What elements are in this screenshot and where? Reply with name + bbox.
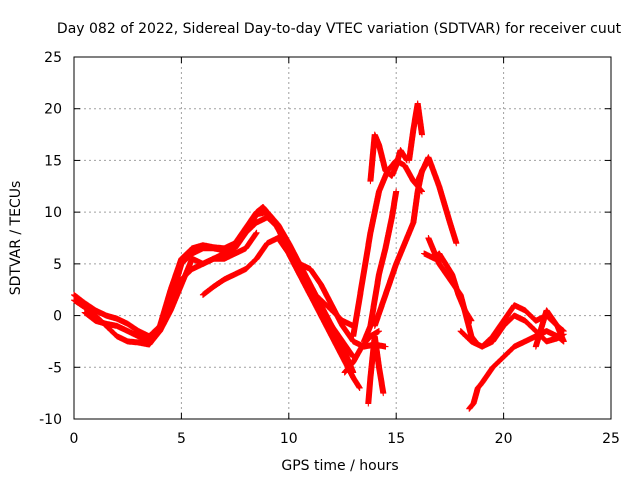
y-tick-label: 20 bbox=[44, 102, 62, 118]
y-tick-label: 0 bbox=[53, 309, 62, 325]
y-tick-label: 15 bbox=[44, 153, 62, 169]
x-tick-label: 25 bbox=[602, 431, 620, 447]
series-track bbox=[167, 229, 260, 304]
series-track bbox=[532, 307, 567, 350]
chart-title: Day 082 of 2022, Sidereal Day-to-day VTE… bbox=[57, 21, 622, 37]
y-axis-label: SDTVAR / TECUs bbox=[8, 181, 24, 296]
plot-frame bbox=[73, 56, 612, 420]
plus-markers bbox=[167, 229, 260, 304]
series-track bbox=[365, 333, 387, 407]
series-track bbox=[367, 131, 410, 185]
plus-markers bbox=[406, 100, 425, 164]
plus-markers bbox=[350, 157, 425, 340]
series-track bbox=[414, 154, 460, 247]
plus-markers bbox=[414, 154, 460, 247]
y-tick-label: 10 bbox=[44, 205, 62, 221]
data-points bbox=[71, 100, 567, 412]
axis-ticks bbox=[73, 56, 612, 420]
y-tick-label: 25 bbox=[44, 50, 62, 66]
series-track bbox=[350, 157, 425, 340]
x-tick-label: 20 bbox=[495, 431, 513, 447]
y-tick-label: -5 bbox=[48, 360, 62, 376]
x-tick-label: 10 bbox=[280, 431, 298, 447]
y-tick-label: -10 bbox=[39, 412, 62, 428]
plus-markers bbox=[365, 333, 387, 407]
series-track bbox=[406, 100, 425, 164]
plus-markers bbox=[367, 131, 410, 185]
x-tick-label: 0 bbox=[70, 431, 79, 447]
x-axis-label: GPS time / hours bbox=[281, 458, 398, 474]
x-tick-label: 15 bbox=[387, 431, 405, 447]
series-track bbox=[341, 328, 382, 376]
plus-markers bbox=[425, 235, 481, 348]
plus-markers bbox=[532, 307, 567, 350]
x-tick-labels: 0 5 10 15 20 25 bbox=[70, 431, 620, 447]
series-track bbox=[425, 235, 481, 348]
y-tick-labels: -10 -5 0 5 10 15 20 25 bbox=[39, 50, 62, 428]
y-tick-label: 5 bbox=[53, 257, 62, 273]
x-tick-label: 5 bbox=[177, 431, 186, 447]
plus-markers bbox=[341, 328, 382, 376]
